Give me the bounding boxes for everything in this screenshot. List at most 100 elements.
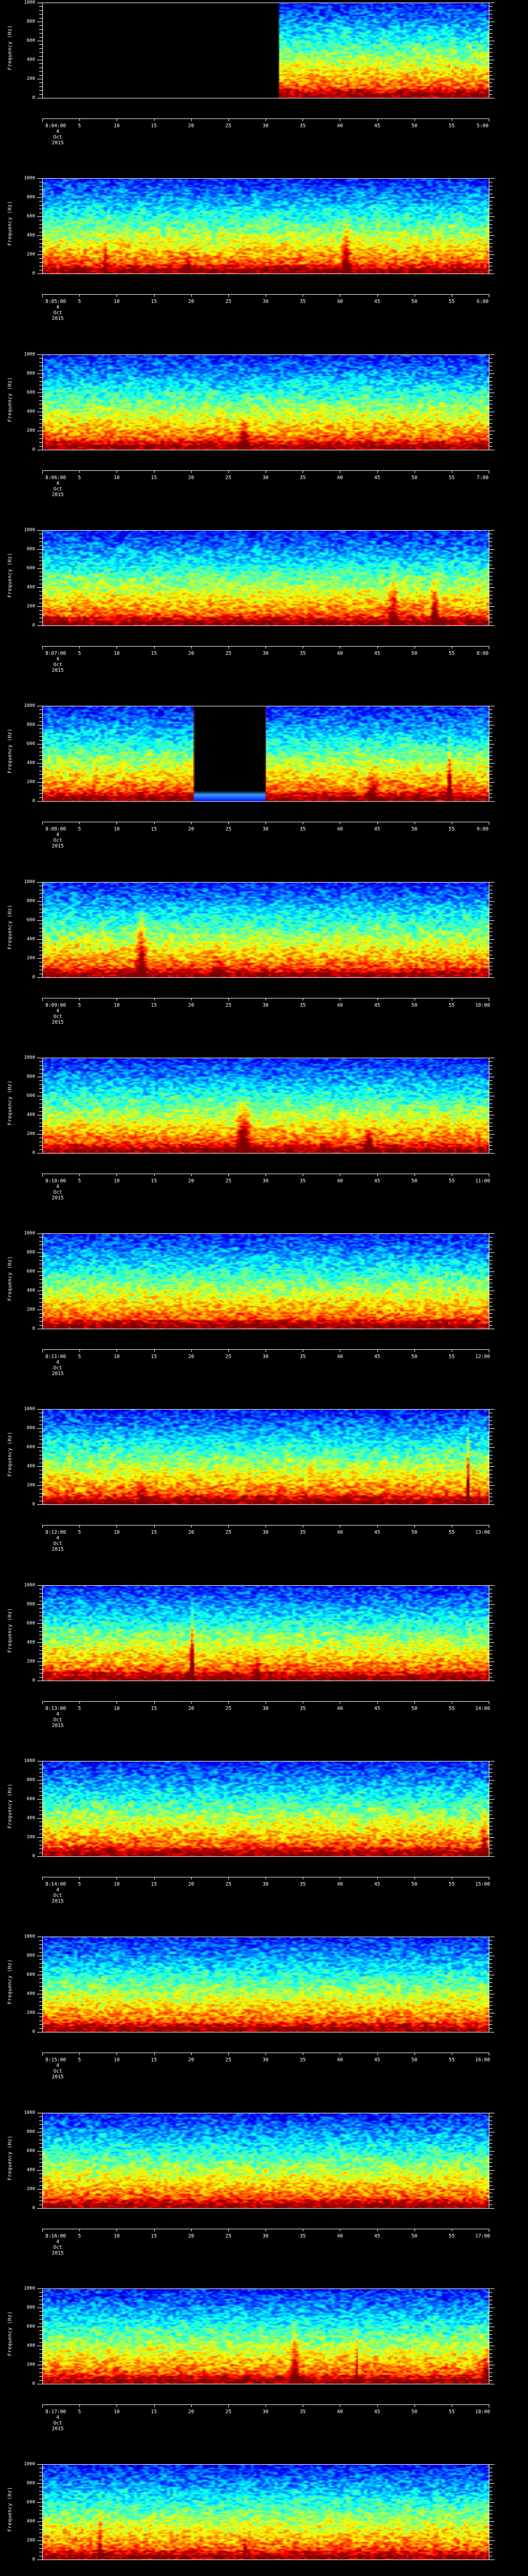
y-axis-tick-major	[37, 1585, 42, 1586]
spectrogram-plot-area[interactable]	[42, 2464, 489, 2560]
time-axis-tick	[154, 118, 155, 121]
time-axis-end-label: 7:00	[476, 475, 489, 481]
spectrogram-plot-area[interactable]	[42, 3, 489, 98]
spectrogram-plot-area[interactable]	[42, 178, 489, 274]
y-axis-tick-minor	[39, 2323, 42, 2324]
y-axis-tick-minor-right	[489, 728, 492, 729]
time-axis-tick	[377, 822, 378, 824]
y-axis-tick-minor-right	[489, 1665, 492, 1666]
y-axis-tick-minor-right	[489, 1982, 492, 1983]
y-axis-tick-minor-right	[489, 1130, 492, 1131]
time-axis-tick	[79, 2404, 80, 2407]
y-axis-line-left	[42, 1937, 43, 2032]
time-axis-tick	[191, 2053, 192, 2055]
y-axis-tick-minor	[39, 220, 42, 221]
y-axis-tick-major-right	[489, 2170, 494, 2171]
time-axis-tick	[79, 646, 80, 649]
time-axis-tick-label: 50	[411, 1354, 418, 1360]
y-axis-tick-minor	[39, 1092, 42, 1093]
y-axis-tick-minor	[39, 2372, 42, 2373]
time-axis-tick	[154, 294, 155, 297]
y-axis-tick-label: 1000	[24, 1583, 35, 1588]
date-label-part: 4	[56, 1711, 59, 1717]
spectrogram-plot-area[interactable]	[42, 1761, 489, 1856]
time-axis-tick-label: 30	[262, 1882, 269, 1887]
time-axis-tick-label: 5	[78, 651, 81, 656]
time-axis-tick-label: 5	[78, 299, 81, 304]
spectrogram-image	[42, 1409, 489, 1504]
time-axis-end-label: 17:00	[475, 2233, 490, 2239]
spectrogram-plot-area[interactable]	[42, 354, 489, 450]
spectrogram-panel: 0 200 400 600 800 1000 Frequency (Hz) 8:15:00 5 1…	[0, 1935, 528, 2080]
time-axis-tick-label: 25	[225, 1003, 232, 1008]
y-axis-tick-minor-right	[489, 1474, 492, 1475]
time-axis-tick-label: 55	[449, 475, 455, 481]
y-axis-tick-minor	[39, 427, 42, 428]
y-axis-tick-minor	[39, 595, 42, 596]
spectrogram-image	[42, 3, 489, 98]
y-axis-tick-minor	[39, 1997, 42, 1998]
spectrogram-plot-area[interactable]	[42, 1937, 489, 2032]
y-axis-tick-major	[37, 1623, 42, 1624]
y-axis-tick-minor	[39, 1279, 42, 1280]
y-axis-tick-minor-right	[489, 10, 492, 11]
y-axis-tick-minor-right	[489, 1317, 492, 1318]
y-axis-title: Frequency (Hz)	[7, 2311, 13, 2356]
y-axis-tick-minor	[39, 2525, 42, 2526]
spectrogram-plot-area[interactable]	[42, 1585, 489, 1681]
y-axis-tick-major-right	[489, 178, 494, 179]
spectrogram-plot-area[interactable]	[42, 1058, 489, 1153]
date-label-part: 2015	[52, 1899, 64, 1904]
y-axis-tick-minor-right	[489, 434, 492, 435]
y-axis-tick-minor	[39, 2128, 42, 2129]
spectrogram-plot-area[interactable]	[42, 1409, 489, 1504]
spectrogram-plot-area[interactable]	[42, 2289, 489, 2384]
spectrogram-plot-area[interactable]	[42, 1233, 489, 1329]
y-axis-tick-minor	[39, 44, 42, 45]
y-axis-tick-major-right	[489, 763, 494, 764]
time-axis-tick-label: 50	[411, 299, 418, 304]
y-axis-tick-minor-right	[489, 2181, 492, 2182]
time-axis-end-cap	[42, 1525, 43, 1528]
y-axis-tick-label: 1000	[24, 1231, 35, 1236]
time-axis: 8:08:00 5 10 15 20 25 30 35 40 45 50 55 9:00 4 Oct 2015	[0, 822, 528, 853]
time-axis-tick	[377, 646, 378, 649]
time-axis-tick	[377, 1174, 378, 1176]
date-label: 4 Oct 2015	[43, 656, 72, 673]
y-axis-tick-major-right	[489, 977, 494, 978]
y-axis-tick-minor	[39, 1325, 42, 1326]
y-axis-tick-minor-right	[489, 1795, 492, 1796]
y-axis-tick-label: 600	[26, 2324, 35, 2329]
y-axis-tick-minor	[39, 434, 42, 435]
time-axis-tick-label: 10	[113, 2409, 120, 2415]
y-axis-tick-minor-right	[489, 2548, 492, 2549]
spectrogram-plot-area[interactable]	[42, 882, 489, 977]
spectrogram-plot-area[interactable]	[42, 706, 489, 801]
y-axis-tick-label: 800	[26, 2481, 35, 2486]
time-axis-end-label: 16:00	[475, 2057, 490, 2063]
y-axis-tick-label: 200	[26, 2010, 35, 2015]
y-axis-tick-minor	[39, 18, 42, 19]
y-axis-tick-label: 800	[26, 547, 35, 552]
y-axis-tick-minor	[39, 224, 42, 225]
time-axis-end-label: 5:00	[476, 123, 489, 129]
time-axis-tick-label: 55	[449, 1530, 455, 1535]
y-axis-tick-minor	[39, 1474, 42, 1475]
date-label-part: 2015	[52, 140, 64, 146]
plot-frame-top	[42, 530, 489, 531]
date-label: 4 Oct 2015	[43, 832, 72, 849]
y-axis-tick-minor	[39, 1810, 42, 1811]
y-axis-tick-minor-right	[489, 1099, 492, 1100]
time-axis-tick	[79, 470, 80, 473]
time-axis: 8:05:00 5 10 15 20 25 30 35 40 45 50 55 6:00 4 Oct 2015	[0, 294, 528, 325]
y-axis-tick-major	[37, 1409, 42, 1410]
time-axis-tick	[191, 646, 192, 649]
spectrogram-plot-area[interactable]	[42, 2113, 489, 2208]
y-axis-tick-label: 0	[32, 447, 35, 452]
date-label: 4 Oct 2015	[43, 2415, 72, 2432]
spectrogram-plot-area[interactable]	[42, 530, 489, 625]
time-axis-tick-label: 5	[78, 1530, 81, 1535]
y-axis-tick-label: 200	[26, 2538, 35, 2543]
time-axis-tick-label: 35	[300, 299, 306, 304]
y-axis-tick-minor	[39, 1145, 42, 1146]
